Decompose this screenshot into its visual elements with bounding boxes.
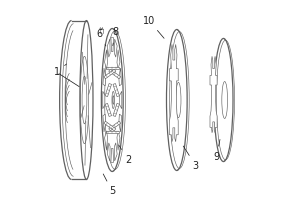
Polygon shape <box>109 121 121 131</box>
Polygon shape <box>114 143 117 161</box>
Polygon shape <box>117 50 120 69</box>
Text: 10: 10 <box>143 16 164 38</box>
Text: 9: 9 <box>214 139 220 162</box>
Polygon shape <box>106 131 119 133</box>
Polygon shape <box>111 38 114 52</box>
Text: 6: 6 <box>96 29 106 46</box>
Polygon shape <box>105 84 112 97</box>
Polygon shape <box>105 103 112 116</box>
Polygon shape <box>107 39 110 57</box>
Polygon shape <box>210 56 217 133</box>
Polygon shape <box>111 148 114 162</box>
Polygon shape <box>103 114 106 132</box>
Polygon shape <box>119 68 122 86</box>
Polygon shape <box>119 114 122 132</box>
Polygon shape <box>106 67 119 69</box>
Polygon shape <box>113 103 119 116</box>
Polygon shape <box>109 69 121 79</box>
Text: 3: 3 <box>183 146 199 171</box>
Text: 1: 1 <box>54 64 66 77</box>
Polygon shape <box>113 84 119 97</box>
Polygon shape <box>107 143 110 161</box>
Text: 2: 2 <box>119 145 131 165</box>
Text: 8: 8 <box>112 27 118 46</box>
Polygon shape <box>169 44 178 142</box>
Polygon shape <box>104 121 116 131</box>
Polygon shape <box>104 69 116 79</box>
Polygon shape <box>114 39 117 57</box>
Polygon shape <box>103 91 105 109</box>
Polygon shape <box>105 131 107 150</box>
Text: 5: 5 <box>103 174 116 196</box>
Polygon shape <box>105 50 107 69</box>
Polygon shape <box>120 91 122 109</box>
Polygon shape <box>103 68 106 86</box>
Polygon shape <box>117 131 120 150</box>
